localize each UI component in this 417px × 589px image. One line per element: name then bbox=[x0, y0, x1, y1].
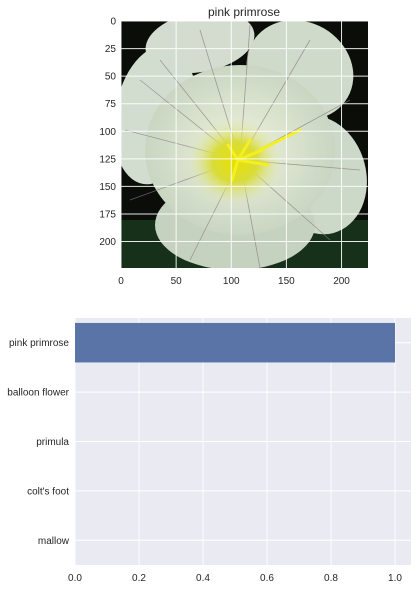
image-y-tick-label: 75 bbox=[105, 99, 117, 110]
image-y-tick-label: 200 bbox=[99, 237, 116, 248]
bar-chart: pink primrose balloon flower primula colt's… bbox=[7, 318, 411, 584]
image-y-tick-label: 0 bbox=[110, 17, 116, 28]
image-y-tick-label: 100 bbox=[99, 127, 116, 138]
bar-x-tick-label: 0.0 bbox=[68, 573, 82, 584]
image-x-tick-label: 50 bbox=[171, 276, 183, 287]
bar-x-tick-label: 0.6 bbox=[260, 573, 274, 584]
flower-image bbox=[121, 21, 368, 268]
image-x-tick-label: 150 bbox=[278, 276, 295, 287]
category-label: pink primrose bbox=[9, 338, 69, 349]
image-y-tick-label: 150 bbox=[99, 182, 116, 193]
bar bbox=[75, 322, 395, 363]
category-label: colt's foot bbox=[27, 486, 69, 497]
bar-x-tick-label: 0.2 bbox=[132, 573, 146, 584]
category-label: primula bbox=[36, 437, 69, 448]
category-label: balloon flower bbox=[7, 388, 69, 399]
category-label: mallow bbox=[38, 536, 70, 547]
image-y-tick-label: 50 bbox=[105, 72, 117, 83]
image-x-tick-label: 100 bbox=[223, 276, 240, 287]
image-title: pink primrose bbox=[208, 5, 280, 19]
bar-x-tick-label: 0.8 bbox=[324, 573, 338, 584]
image-y-tick-label: 25 bbox=[105, 44, 117, 55]
bar-x-tick-label: 1.0 bbox=[388, 573, 402, 584]
image-x-tick-label: 0 bbox=[118, 276, 124, 287]
bar-x-tick-label: 0.4 bbox=[196, 573, 210, 584]
image-y-tick-label: 175 bbox=[99, 209, 116, 220]
image-x-tick-label: 200 bbox=[333, 276, 350, 287]
image-y-tick-label: 125 bbox=[99, 154, 116, 165]
image-axes: 0 50 100 150 200 0 25 50 75 100 125 150 175 200 bbox=[99, 17, 368, 287]
